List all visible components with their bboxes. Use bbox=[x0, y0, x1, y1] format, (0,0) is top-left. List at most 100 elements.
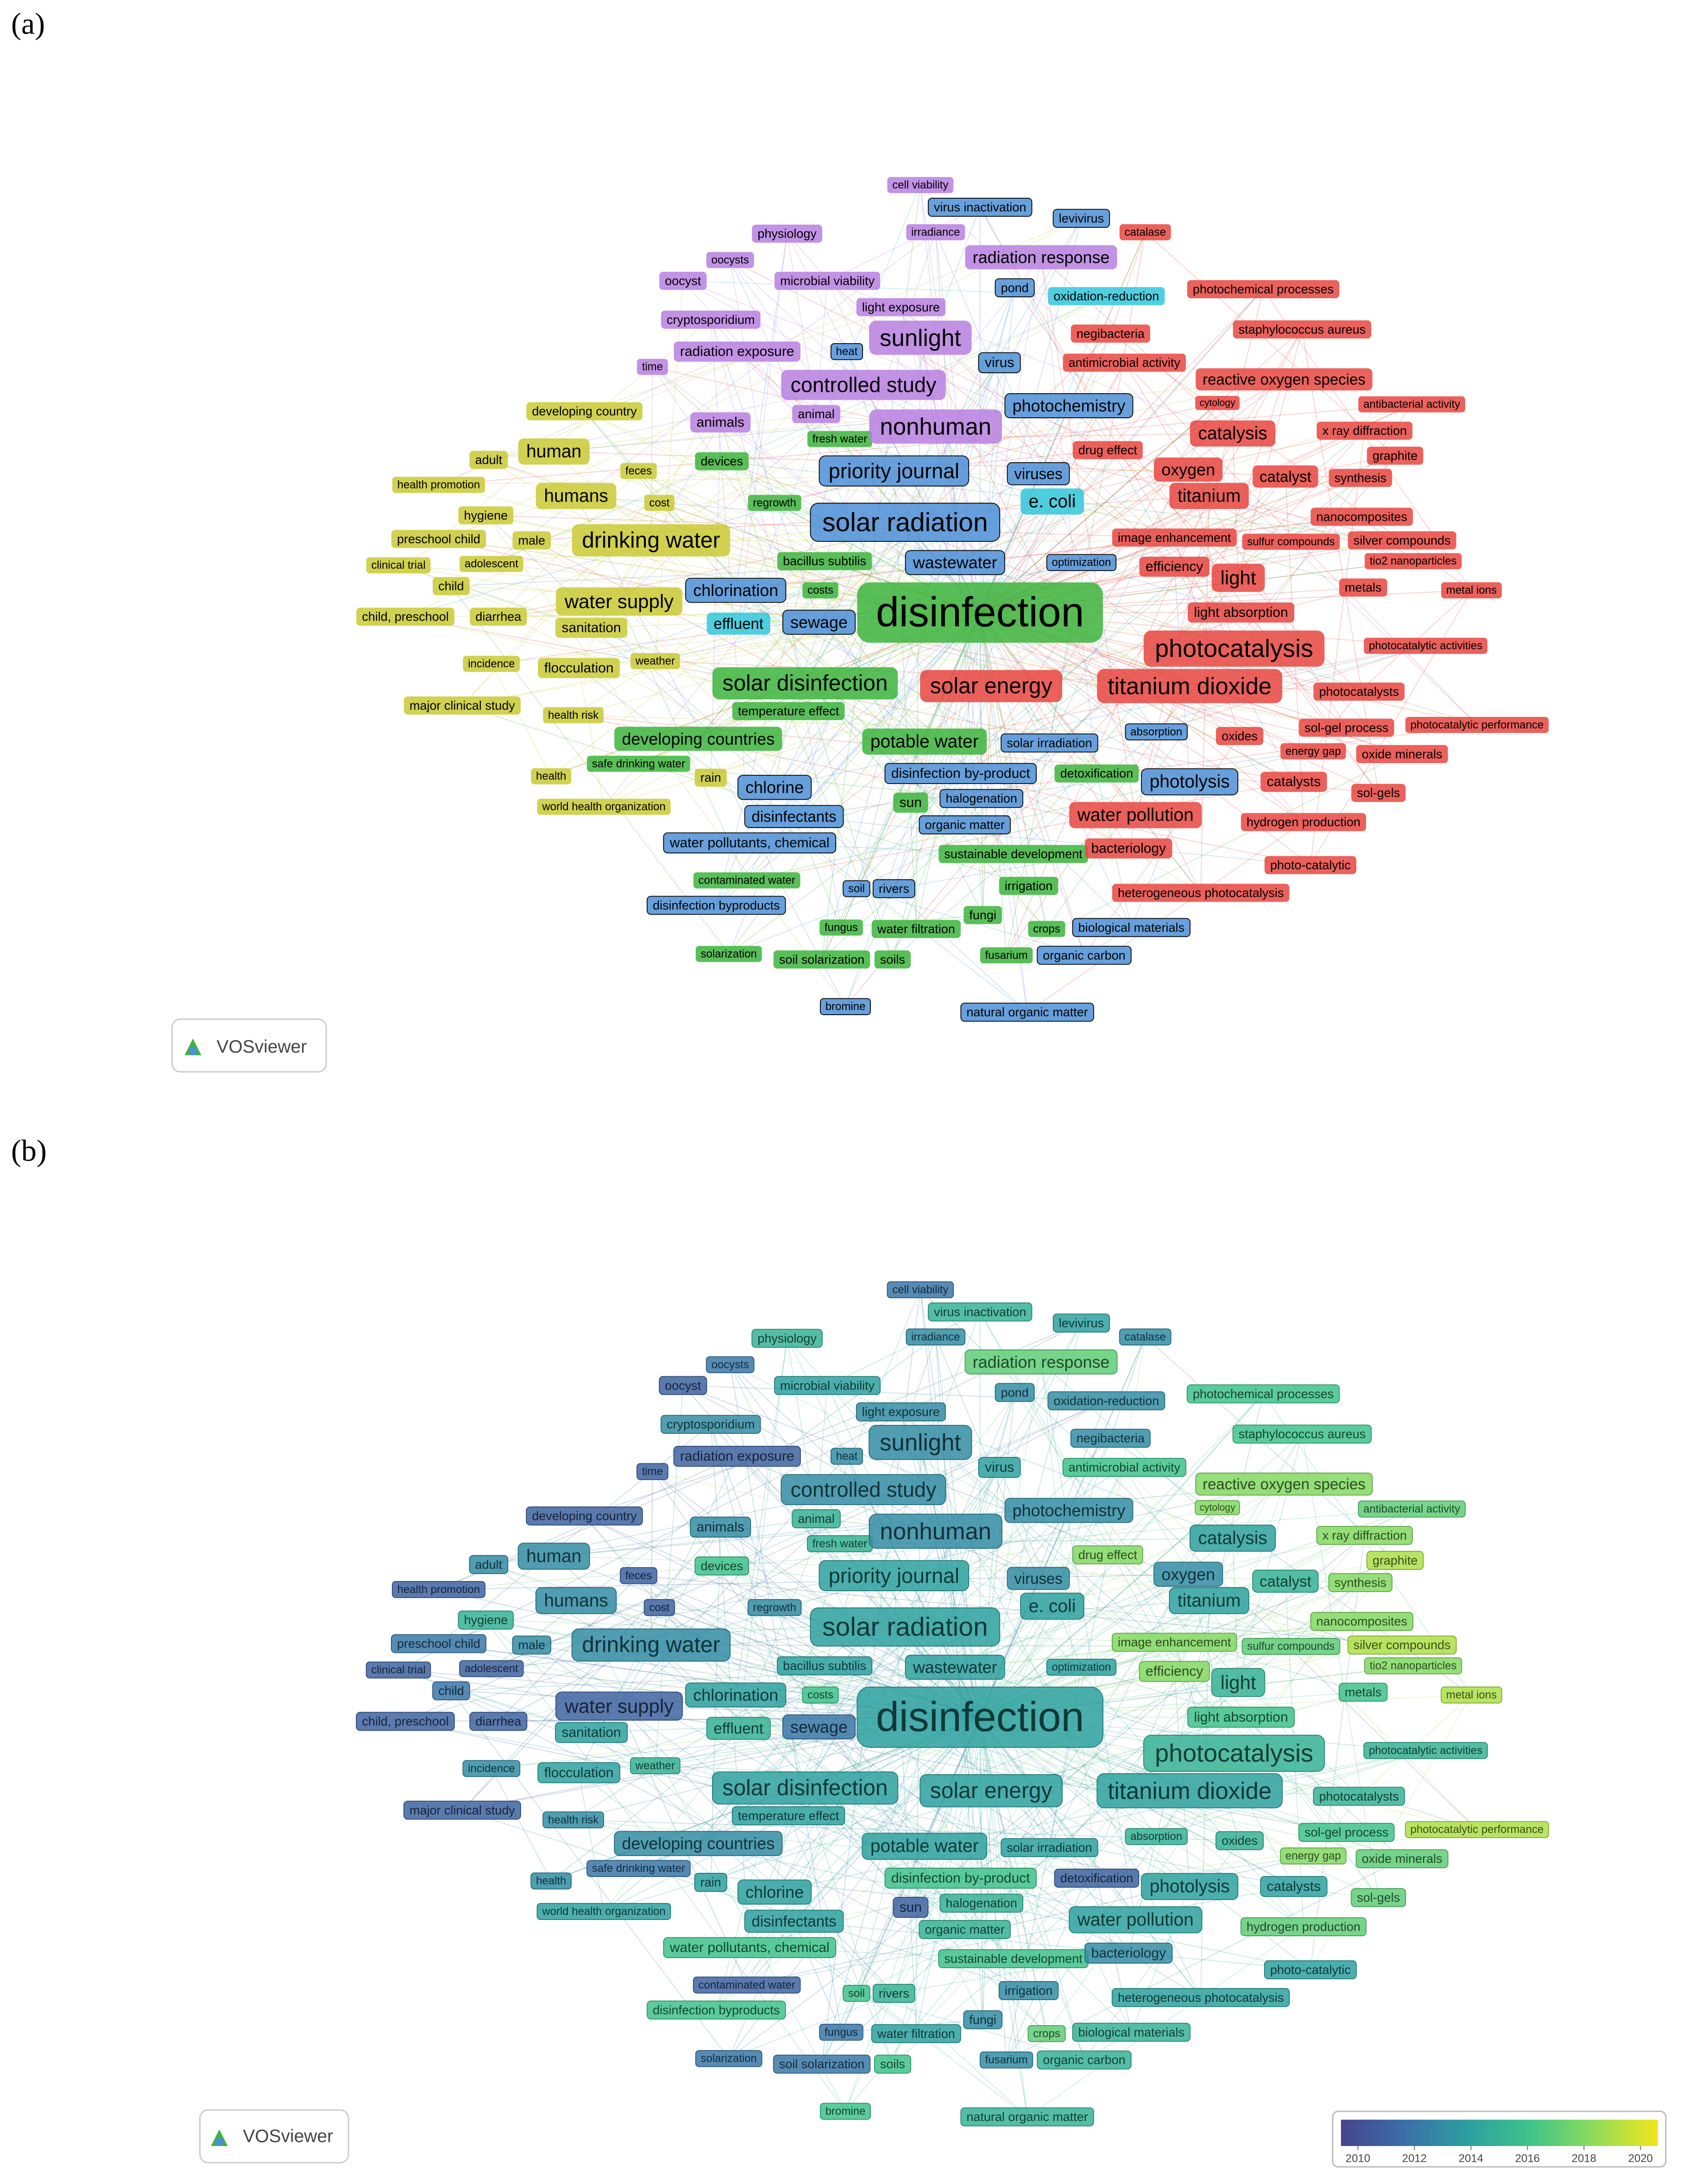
node-label: photochemical processes bbox=[1193, 282, 1334, 296]
node bbox=[1196, 368, 1373, 391]
colorbar-segment bbox=[1443, 2120, 1447, 2146]
edge bbox=[1040, 1362, 1136, 1920]
node-label: water filtration bbox=[877, 922, 955, 936]
edge bbox=[960, 476, 1286, 774]
node-label: catalase bbox=[1125, 1330, 1166, 1343]
colorbar-segment bbox=[1485, 2120, 1489, 2146]
node bbox=[643, 1599, 675, 1616]
node bbox=[1313, 682, 1405, 701]
node bbox=[512, 531, 551, 550]
node bbox=[1260, 772, 1327, 792]
edge bbox=[554, 451, 1014, 854]
node bbox=[706, 612, 770, 635]
node-label: titanium bbox=[1178, 486, 1241, 506]
node-label: solar irradiation bbox=[1007, 736, 1092, 750]
edge bbox=[728, 1993, 894, 2059]
colorbar-segment bbox=[1652, 2120, 1655, 2146]
colorbar-tick-label: 2018 bbox=[1572, 2152, 1596, 2165]
node bbox=[1020, 488, 1084, 515]
node-label: microbial viability bbox=[780, 274, 875, 288]
colorbar-segment bbox=[1632, 2120, 1636, 2146]
node-label: temperature effect bbox=[738, 1809, 839, 1823]
node-label: soil solarization bbox=[779, 953, 864, 966]
node-label: reactive oxygen species bbox=[1203, 371, 1366, 388]
node bbox=[690, 412, 751, 433]
node-label: drug effect bbox=[1078, 1548, 1137, 1562]
node-label: priority journal bbox=[829, 459, 959, 483]
node-label: organic carbon bbox=[1043, 948, 1125, 962]
node bbox=[869, 320, 972, 355]
node bbox=[747, 1599, 802, 1616]
colorbar-segment bbox=[1438, 2120, 1442, 2146]
node bbox=[1001, 733, 1098, 753]
node bbox=[712, 1771, 899, 1805]
node bbox=[884, 1868, 1037, 1889]
colorbar-segment bbox=[1493, 2120, 1497, 2146]
node-label: photocatalytic activities bbox=[1369, 1744, 1482, 1757]
node-label: sun bbox=[900, 795, 922, 810]
node bbox=[647, 2000, 786, 2020]
node bbox=[512, 1635, 552, 1655]
node bbox=[781, 370, 946, 400]
node-label: child bbox=[438, 1684, 464, 1698]
node bbox=[1358, 1500, 1466, 1518]
node-label: absorption bbox=[1130, 1830, 1182, 1843]
node-label: disinfectants bbox=[752, 1913, 837, 1930]
node-label: photolysis bbox=[1150, 1876, 1230, 1896]
colorbar-segment bbox=[1505, 2120, 1508, 2146]
node-label: solar energy bbox=[930, 674, 1052, 698]
edge bbox=[788, 1815, 893, 2065]
node bbox=[1004, 1498, 1134, 1523]
node bbox=[1139, 1661, 1210, 1682]
colorbar-segment bbox=[1605, 2120, 1608, 2146]
colorbar-segment bbox=[1466, 2120, 1469, 2146]
colorbar-segment bbox=[1646, 2120, 1650, 2146]
node bbox=[777, 552, 872, 571]
node-label: water supply bbox=[564, 1695, 674, 1717]
colorbar-segment bbox=[1405, 2120, 1408, 2146]
node bbox=[705, 1356, 755, 1374]
node-label: child, preschool bbox=[362, 610, 448, 624]
node bbox=[391, 1634, 486, 1653]
node-label: drinking water bbox=[582, 528, 720, 552]
edge bbox=[736, 516, 1362, 591]
colorbar-segment bbox=[1596, 2120, 1600, 2146]
node bbox=[1310, 508, 1413, 526]
node-label: detoxification bbox=[1060, 1871, 1133, 1885]
node-label: efficiency bbox=[1146, 559, 1203, 574]
node-label: adolescent bbox=[465, 1663, 518, 1675]
node-label: halogenation bbox=[945, 1896, 1017, 1910]
colorbar-segment bbox=[1449, 2120, 1453, 2146]
edge bbox=[716, 1717, 981, 2010]
node-label: energy gap bbox=[1285, 745, 1341, 758]
node-label: sustainable development bbox=[944, 1952, 1083, 1965]
node bbox=[647, 896, 786, 915]
node-label: rivers bbox=[879, 882, 909, 896]
node bbox=[979, 2051, 1033, 2069]
edge bbox=[980, 1507, 1218, 1718]
node bbox=[732, 702, 845, 720]
node bbox=[663, 1937, 836, 1958]
colorbar-segment bbox=[1460, 2120, 1464, 2146]
node-label: titanium bbox=[1178, 1591, 1241, 1611]
node bbox=[1111, 1632, 1237, 1652]
node bbox=[391, 530, 486, 548]
colorbar-segment bbox=[1455, 2120, 1458, 2146]
node bbox=[857, 1686, 1103, 1748]
colorbar-segment bbox=[1496, 2120, 1500, 2146]
node-label: crops bbox=[1033, 923, 1060, 935]
colorbar-segment bbox=[1641, 2120, 1644, 2146]
node-label: oocyst bbox=[665, 274, 701, 288]
node bbox=[887, 1281, 954, 1299]
node-label: animal bbox=[798, 407, 834, 421]
edge bbox=[774, 645, 1426, 788]
node bbox=[535, 483, 617, 509]
edge bbox=[1302, 329, 1379, 793]
node-label: energy gap bbox=[1285, 1850, 1341, 1862]
colorbar-segment bbox=[1477, 2120, 1480, 2146]
node-label: contaminated water bbox=[699, 874, 795, 887]
node-label: controlled study bbox=[791, 373, 937, 397]
edge bbox=[1006, 1555, 1109, 2060]
node bbox=[1347, 1635, 1457, 1655]
node bbox=[1186, 1384, 1340, 1404]
